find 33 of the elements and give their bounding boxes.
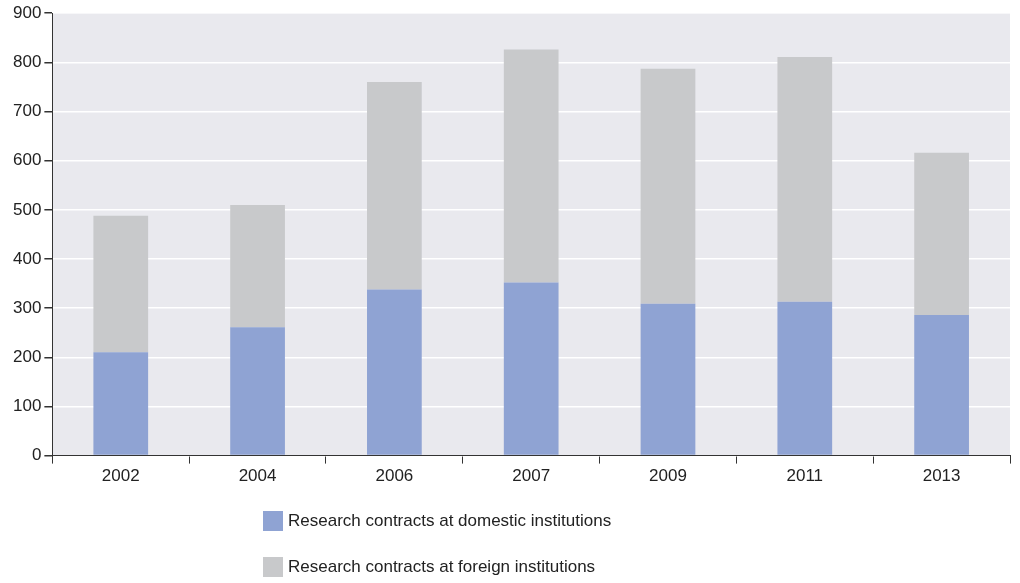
y-tick-label: 200	[12, 346, 42, 366]
x-tick-label: 2006	[375, 466, 414, 486]
y-tick-label: 300	[12, 297, 42, 317]
bar	[640, 303, 696, 455]
bar	[640, 68, 696, 304]
y-tick-label: 400	[12, 248, 42, 268]
bar	[503, 282, 559, 455]
bar	[367, 82, 422, 290]
y-tick-label: 600	[12, 150, 42, 170]
x-tick-label: 2002	[101, 466, 140, 486]
x-tick-label: 2013	[922, 466, 961, 486]
y-tick-label: 800	[12, 52, 42, 72]
y-tick-label: 0	[31, 445, 42, 465]
bar	[503, 49, 559, 283]
x-tick-label: 2004	[238, 466, 277, 486]
x-tick-label: 2011	[786, 466, 824, 486]
legend-label: Research contracts at domestic institutions	[288, 511, 612, 531]
bar	[914, 315, 969, 455]
y-tick-label: 700	[12, 101, 42, 121]
bar	[93, 352, 149, 455]
bar	[777, 301, 833, 455]
y-tick-label: 900	[12, 2, 42, 22]
bar	[230, 204, 285, 328]
y-tick-label: 100	[12, 396, 42, 416]
x-tick-label: 2009	[649, 466, 687, 486]
y-tick-label: 500	[12, 199, 42, 219]
bar	[914, 152, 969, 316]
bar	[367, 289, 422, 455]
bar	[777, 56, 833, 302]
bar	[230, 327, 285, 455]
legend-label: Research contracts at foreign institutions	[288, 557, 596, 577]
bar	[93, 215, 149, 353]
x-tick-label: 2007	[512, 466, 551, 486]
